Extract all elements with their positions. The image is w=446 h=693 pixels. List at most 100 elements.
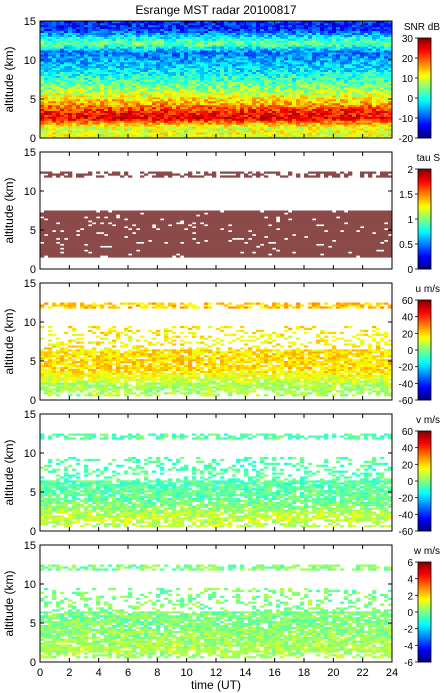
heatmap-cell — [128, 116, 133, 119]
heatmap-cell — [260, 128, 265, 131]
heatmap-cell — [244, 71, 249, 74]
heatmap-cell — [348, 67, 353, 71]
heatmap-cell — [64, 112, 69, 115]
heatmap-cell — [124, 89, 129, 92]
heatmap-cell — [96, 110, 101, 113]
heatmap-cell — [276, 120, 281, 123]
heatmap-cell — [348, 87, 353, 90]
heatmap-cell — [328, 114, 333, 117]
heatmap-cell — [260, 42, 265, 45]
heatmap-cell — [120, 42, 125, 45]
heatmap-cell — [364, 38, 369, 41]
heatmap-cell — [248, 73, 253, 76]
heatmap-cell — [116, 122, 121, 125]
heatmap-cell — [368, 61, 373, 65]
heatmap-cell — [192, 71, 197, 74]
heatmap-cell — [172, 85, 177, 88]
heatmap-cell — [100, 71, 105, 74]
heatmap-cell — [100, 118, 105, 121]
heatmap-cell — [128, 106, 133, 110]
heatmap-cell — [380, 112, 385, 115]
heatmap-cell — [332, 124, 337, 127]
heatmap-cell — [96, 93, 101, 96]
heatmap-cell — [356, 124, 361, 127]
heatmap-cell — [388, 95, 393, 98]
heatmap-cell — [60, 69, 65, 72]
heatmap-cell — [256, 34, 261, 37]
heatmap-cell — [276, 36, 281, 39]
heatmap-cell — [356, 87, 361, 90]
heatmap-cell — [76, 73, 81, 76]
heatmap-cell — [140, 40, 145, 43]
heatmap-cell — [176, 38, 181, 41]
heatmap-cell — [168, 26, 173, 30]
heatmap-cell — [384, 124, 389, 127]
heatmap-cell — [224, 136, 229, 139]
heatmap-cell — [180, 95, 185, 98]
heatmap-cell — [192, 40, 197, 43]
heatmap-cell — [60, 46, 65, 49]
heatmap-cell — [340, 36, 345, 39]
heatmap-cell — [224, 38, 229, 41]
heatmap-cell — [332, 42, 337, 45]
heatmap-cell — [336, 87, 341, 90]
heatmap-cell — [360, 118, 365, 121]
heatmap-cell — [88, 65, 93, 69]
heatmap-cell — [88, 36, 93, 39]
heatmap-cell — [312, 52, 317, 55]
heatmap-cell — [332, 87, 337, 90]
heatmap-cell — [328, 122, 333, 125]
heatmap-cell — [204, 58, 209, 61]
heatmap-cell — [308, 28, 313, 32]
heatmap-cell — [240, 40, 245, 43]
heatmap-cell — [136, 134, 141, 137]
heatmap-cell — [212, 44, 217, 47]
heatmap-cell — [364, 112, 369, 115]
heatmap-cell — [168, 73, 173, 76]
heatmap-cell — [184, 81, 189, 84]
heatmap-cell — [152, 124, 157, 127]
heatmap-cell — [188, 46, 193, 49]
heatmap-cell — [272, 114, 277, 117]
heatmap-cell — [228, 48, 233, 51]
heatmap-cell — [284, 81, 289, 84]
heatmap-cell — [168, 32, 173, 35]
heatmap-cell — [60, 100, 65, 104]
heatmap-cell — [100, 63, 105, 67]
heatmap-cell — [56, 120, 61, 123]
heatmap-cell — [52, 58, 57, 61]
heatmap-cell — [56, 54, 61, 57]
heatmap-cell — [188, 108, 193, 111]
heatmap-cell — [116, 30, 121, 33]
heatmap-cell — [204, 69, 209, 72]
heatmap-cell — [104, 126, 109, 129]
heatmap-cell — [72, 118, 77, 121]
heatmap-cell — [352, 81, 357, 84]
heatmap-cell — [256, 106, 261, 110]
heatmap-cell — [120, 89, 125, 92]
heatmap-cell — [232, 112, 237, 115]
heatmap-cell — [192, 132, 197, 135]
heatmap-cell — [44, 36, 49, 39]
heatmap-cell — [48, 95, 53, 98]
heatmap-cell — [96, 54, 101, 57]
heatmap-cell — [380, 99, 385, 102]
heatmap-cell — [144, 26, 149, 30]
heatmap-cell — [320, 134, 325, 137]
heatmap-cell — [232, 122, 237, 125]
heatmap-cell — [340, 79, 345, 82]
heatmap-cell — [296, 93, 301, 96]
heatmap-cell — [140, 108, 145, 111]
heatmap-cell — [176, 134, 181, 137]
heatmap-cell — [312, 30, 317, 33]
heatmap-cell — [376, 114, 381, 117]
heatmap-cell — [52, 130, 57, 133]
heatmap-cell — [220, 126, 225, 129]
heatmap-cell — [384, 87, 389, 90]
heatmap-cell — [44, 132, 49, 135]
heatmap-cell — [180, 79, 185, 82]
heatmap-cell — [104, 114, 109, 117]
heatmap-cell — [88, 75, 93, 78]
heatmap-cell — [324, 48, 329, 51]
heatmap-cell — [52, 60, 57, 63]
